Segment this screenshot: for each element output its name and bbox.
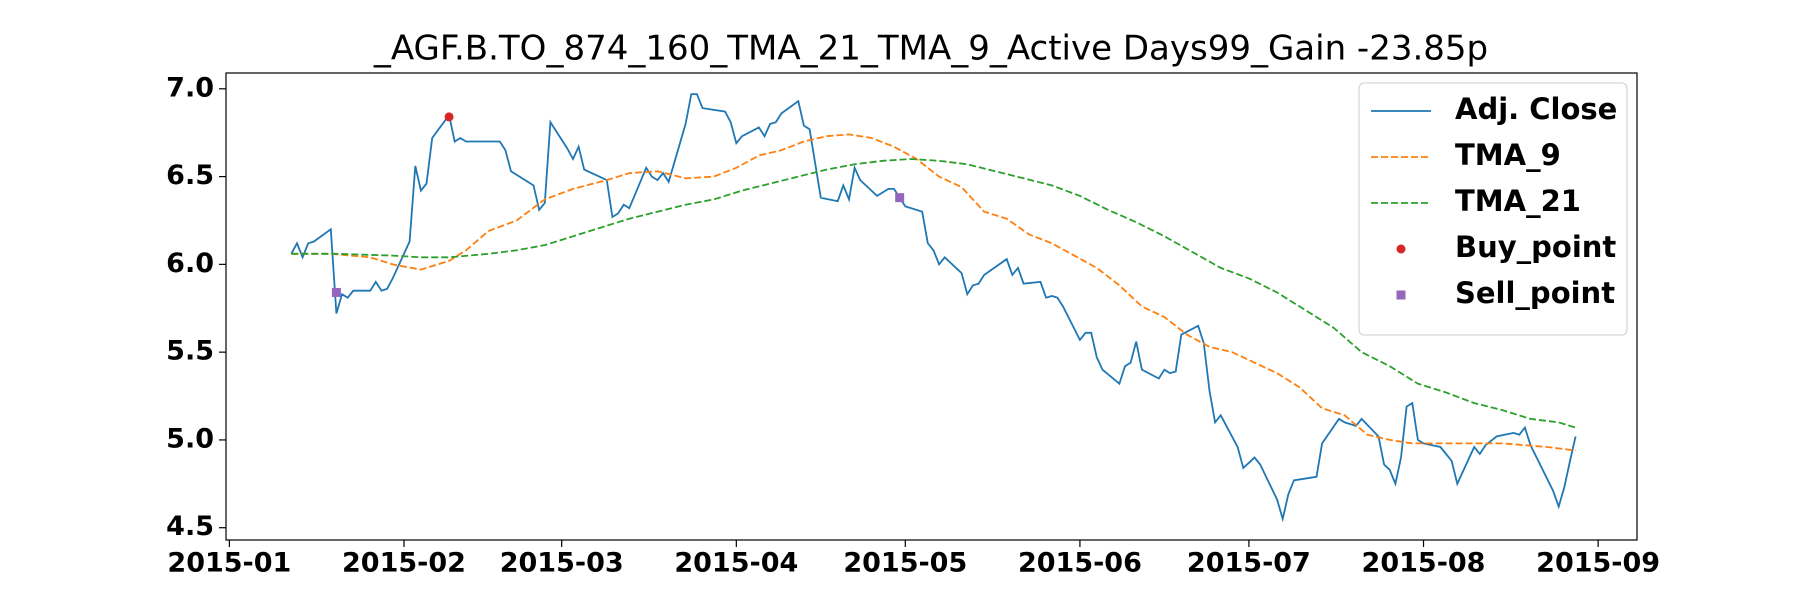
sell-marker: [331, 287, 341, 297]
x-tick-label: 2015-03: [500, 548, 624, 579]
legend-label: TMA_21: [1455, 184, 1581, 218]
x-tick-label: 2015-01: [167, 548, 291, 579]
x-tick-label: 2015-04: [674, 548, 798, 579]
x-tick-label: 2015-09: [1536, 548, 1660, 579]
series-line: [290, 93, 1577, 523]
sell-marker: [895, 193, 905, 203]
y-tick-label: 4.5: [166, 511, 214, 542]
y-tick-label: 5.0: [166, 423, 214, 454]
legend-swatch: [1396, 290, 1406, 300]
legend: Adj. Close TMA_9 TMA_21 Buy_point Sell_point: [1358, 82, 1628, 336]
legend-label: TMA_9: [1455, 138, 1561, 172]
legend-label: Adj. Close: [1455, 92, 1617, 126]
x-tick-label: 2015-08: [1362, 548, 1486, 579]
legend-label: Buy_point: [1455, 230, 1616, 264]
y-tick-label: 6.5: [166, 160, 214, 191]
chart-title: _AGF.B.TO_874_160_TMA_21_TMA_9_Active Da…: [373, 29, 1488, 69]
x-tick-label: 2015-02: [342, 548, 466, 579]
y-tick-label: 6.0: [166, 248, 214, 279]
x-tick-label: 2015-06: [1018, 548, 1142, 579]
legend-label: Sell_point: [1455, 276, 1615, 310]
plot-frame: [225, 72, 1638, 541]
legend-box: [1358, 82, 1628, 336]
x-tick-label: 2015-05: [843, 548, 967, 579]
y-tick-label: 7.0: [166, 72, 214, 103]
y-tick-label: 5.5: [166, 336, 214, 367]
series-line: [291, 158, 1576, 429]
x-tick-label: 2015-07: [1187, 548, 1311, 579]
buy-marker: [444, 112, 454, 122]
series-line: [291, 133, 1576, 452]
legend-swatch: [1396, 244, 1406, 254]
